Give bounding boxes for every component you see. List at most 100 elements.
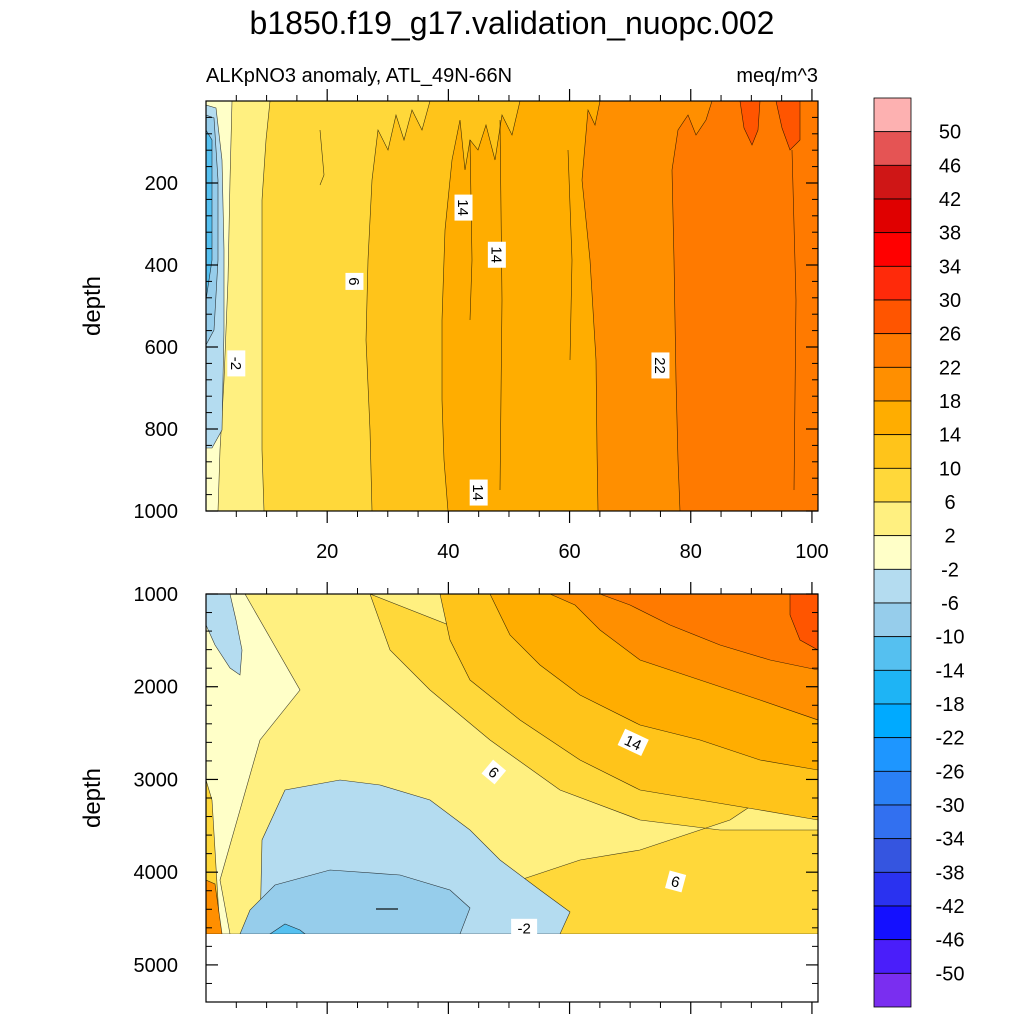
- chart-units: meq/m^3: [736, 65, 818, 87]
- colorbar-swatch: [873, 198, 912, 234]
- colorbar-swatch: [873, 905, 912, 941]
- contour-label-box: [481, 759, 507, 785]
- x-tick-label: 80: [680, 541, 702, 563]
- colorbar-swatch: [873, 333, 912, 368]
- contour-label-box: [227, 350, 246, 377]
- lower-band-26: [789, 594, 818, 651]
- contour-label-box: [345, 272, 364, 290]
- colorbar-label: -46: [936, 930, 965, 952]
- upper-band-m14: [206, 129, 213, 301]
- colorbar-swatch: [873, 434, 912, 469]
- colorbar-label: 10: [939, 458, 961, 480]
- upper-spike-4: [469, 139, 473, 321]
- colorbar-swatch: [873, 838, 912, 873]
- y-tick-label: 2000: [134, 677, 179, 699]
- contour-label-box: [469, 479, 488, 506]
- colorbar-label: 34: [939, 256, 961, 278]
- colorbar-label: -42: [936, 896, 965, 918]
- colorbar-swatch: [873, 871, 912, 907]
- colorbar-swatch: [873, 972, 912, 1008]
- colorbar-label: -10: [936, 627, 965, 649]
- colorbar-label: -18: [936, 694, 965, 716]
- contour-label-text: 14: [469, 484, 486, 501]
- colorbar-label: 22: [939, 357, 961, 379]
- colorbar-label: -30: [936, 795, 965, 817]
- x-tick-label: 100: [795, 541, 828, 563]
- colorbar-swatch: [873, 366, 912, 402]
- contour-label-box: [454, 194, 473, 221]
- colorbar-label: -2: [941, 559, 959, 581]
- colorbar-swatch: [873, 568, 912, 604]
- colorbar-swatch: [873, 737, 912, 772]
- colorbar-swatch: [873, 97, 912, 133]
- colorbar-swatch: [873, 400, 912, 436]
- y-tick-label: 600: [145, 337, 178, 359]
- colorbar-label: 14: [939, 425, 961, 447]
- lower-y-axis: 1000 2000 3000 4000 5000: [134, 584, 818, 1003]
- contour-label-box: [617, 728, 649, 757]
- upper-panel-frame: [205, 100, 819, 512]
- colorbar-label: -38: [936, 862, 965, 884]
- colorbar-label: 30: [939, 290, 961, 312]
- colorbar-swatch: [873, 804, 912, 840]
- contour-labels: 14 14 6 -2 22 14 14 6 6 -2: [227, 194, 687, 937]
- contour-label-text: -2: [227, 357, 244, 370]
- chart-title: b1850.f19_g17.validation_nuopc.002: [250, 5, 775, 41]
- chart-subtitle: ALKpNO3 anomaly, ATL_49N-66N: [206, 65, 512, 87]
- colorbar-label: -26: [936, 761, 965, 783]
- upper-band-26: [739, 101, 801, 151]
- lower-ylabel: depth: [79, 768, 106, 828]
- colorbar-swatch: [873, 770, 912, 806]
- colorbar-swatch: [873, 131, 912, 166]
- contour-label-text: 6: [345, 277, 362, 285]
- colorbar-label: -14: [936, 660, 965, 682]
- lower-panel-field: [206, 594, 818, 935]
- upper-spike-1: [791, 149, 797, 491]
- colorbar-swatch: [873, 535, 912, 570]
- y-tick-label: 1000: [134, 501, 179, 523]
- x-tick-label: 40: [437, 541, 459, 563]
- contour-label-box: [511, 918, 538, 937]
- colorbar-swatch: [873, 636, 912, 671]
- x-tick-label: 20: [316, 541, 338, 563]
- colorbar-label: 38: [939, 223, 961, 245]
- colorbar-swatch: [873, 232, 912, 267]
- upper-panel-field: [206, 101, 818, 511]
- upper-x-axis: 20 40 60 80 100: [235, 89, 829, 563]
- contour-label: 14: [454, 194, 473, 221]
- lower-band-22: [599, 594, 818, 671]
- contour-label: 6: [481, 759, 507, 785]
- contour-label-text: 14: [622, 732, 644, 754]
- contour-label: 22: [651, 352, 670, 379]
- contour-label: 14: [487, 241, 506, 268]
- colorbar-label: -50: [936, 963, 965, 985]
- lower-band-m6: [239, 869, 471, 935]
- y-tick-label: 1000: [134, 584, 179, 606]
- colorbar-swatch: [873, 939, 912, 974]
- y-tick-label: 400: [145, 255, 178, 277]
- colorbar-swatch: [873, 669, 912, 705]
- y-tick-label: 200: [145, 173, 178, 195]
- contour-label: -2: [511, 918, 538, 937]
- colorbar-swatch: [873, 501, 912, 537]
- colorbar-label: 18: [939, 391, 961, 413]
- colorbar-swatch: [873, 164, 912, 200]
- colorbar-swatch: [873, 265, 912, 301]
- contour-label: 6: [665, 870, 687, 893]
- contour-label-box: [487, 241, 506, 268]
- colorbar-label: 2: [944, 526, 955, 548]
- upper-spike-5: [499, 119, 503, 491]
- upper-y-axis: 200 400 600 800 1000: [134, 100, 818, 523]
- contour-label-text: 22: [651, 357, 668, 374]
- upper-spike-3: [319, 129, 325, 186]
- colorbar-label: 42: [939, 189, 961, 211]
- colorbar-swatch: [873, 299, 912, 335]
- contour-label: 6: [345, 272, 364, 290]
- lower-x-axis: [235, 582, 813, 1014]
- colorbar: 50 46 42 38 34 30 26 22 18 14 10 6 2 -2 -6 -10 -14 -18 -22…: [873, 97, 965, 1008]
- contour-label-text: -2: [517, 920, 530, 937]
- colorbar-swatch: [873, 602, 912, 638]
- contour-label-box: [651, 352, 670, 379]
- colorbar-label: 6: [944, 492, 955, 514]
